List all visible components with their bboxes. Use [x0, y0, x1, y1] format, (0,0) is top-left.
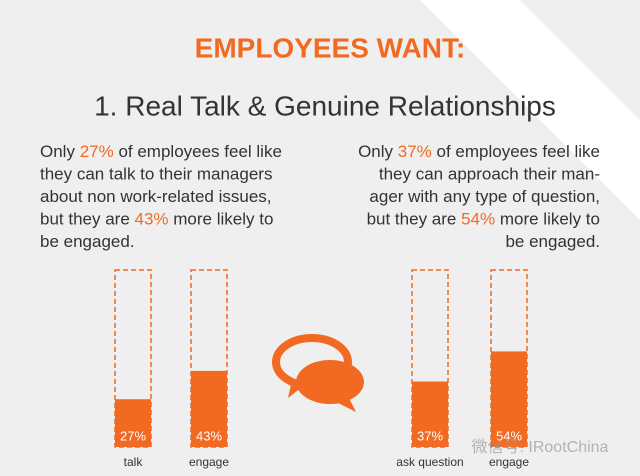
text-span: be engaged.: [40, 232, 135, 251]
value-label: 54%: [496, 428, 522, 443]
paragraph-line: they can approach their man-: [379, 165, 600, 184]
diagonal-band: [420, 0, 640, 220]
value-label: 27%: [120, 428, 146, 443]
highlight: 37%: [398, 142, 432, 161]
category-label: ask question: [396, 455, 463, 469]
paragraph-line: about non work-related issues,: [40, 187, 272, 206]
highlight: 27%: [80, 142, 114, 161]
text-span: but they are: [40, 210, 135, 229]
paragraph-line: but they are 43% more likely to: [40, 210, 273, 229]
category-label: engage: [189, 455, 229, 469]
text-span: of employees feel like: [114, 142, 282, 161]
category-label: engage: [489, 455, 529, 469]
text-span: Only: [358, 142, 398, 161]
paragraph-line: be engaged.: [505, 232, 600, 251]
paragraph-line: they can talk to their managers: [40, 165, 272, 184]
bar: [191, 370, 227, 447]
text-span: more likely to: [169, 210, 274, 229]
subtitle: 1. Real Talk & Genuine Relationships: [94, 90, 556, 121]
paragraph-line: Only 37% of employees feel like: [358, 142, 600, 161]
watermark: 微信号: IRootChina: [472, 438, 609, 456]
text-span: Only: [40, 142, 80, 161]
value-label: 43%: [196, 428, 222, 443]
bar: [412, 381, 448, 447]
bar: [491, 351, 527, 447]
text-span: they can approach their man-: [379, 165, 600, 184]
text-span: but they are: [367, 210, 462, 229]
text-span: more likely to: [495, 210, 600, 229]
bar: [115, 399, 151, 447]
text-span: be engaged.: [505, 232, 600, 251]
highlight: 54%: [461, 210, 495, 229]
bar-outline: [411, 269, 449, 448]
heading: EMPLOYEES WANT:: [195, 32, 466, 63]
text-span: about non work-related issues,: [40, 187, 272, 206]
paragraph-line: Only 27% of employees feel like: [40, 142, 282, 161]
text-span: ager with any type of question,: [369, 187, 600, 206]
bar-outline: [114, 269, 152, 448]
text-span: of employees feel like: [432, 142, 600, 161]
speech-icon: [272, 334, 364, 412]
bar-outline: [190, 269, 228, 448]
highlight: 43%: [135, 210, 169, 229]
paragraph-line: but they are 54% more likely to: [367, 210, 600, 229]
value-label: 37%: [417, 428, 443, 443]
category-label: talk: [124, 455, 144, 469]
paragraph-line: be engaged.: [40, 232, 135, 251]
text-span: they can talk to their managers: [40, 165, 272, 184]
paragraph-line: ager with any type of question,: [369, 187, 600, 206]
